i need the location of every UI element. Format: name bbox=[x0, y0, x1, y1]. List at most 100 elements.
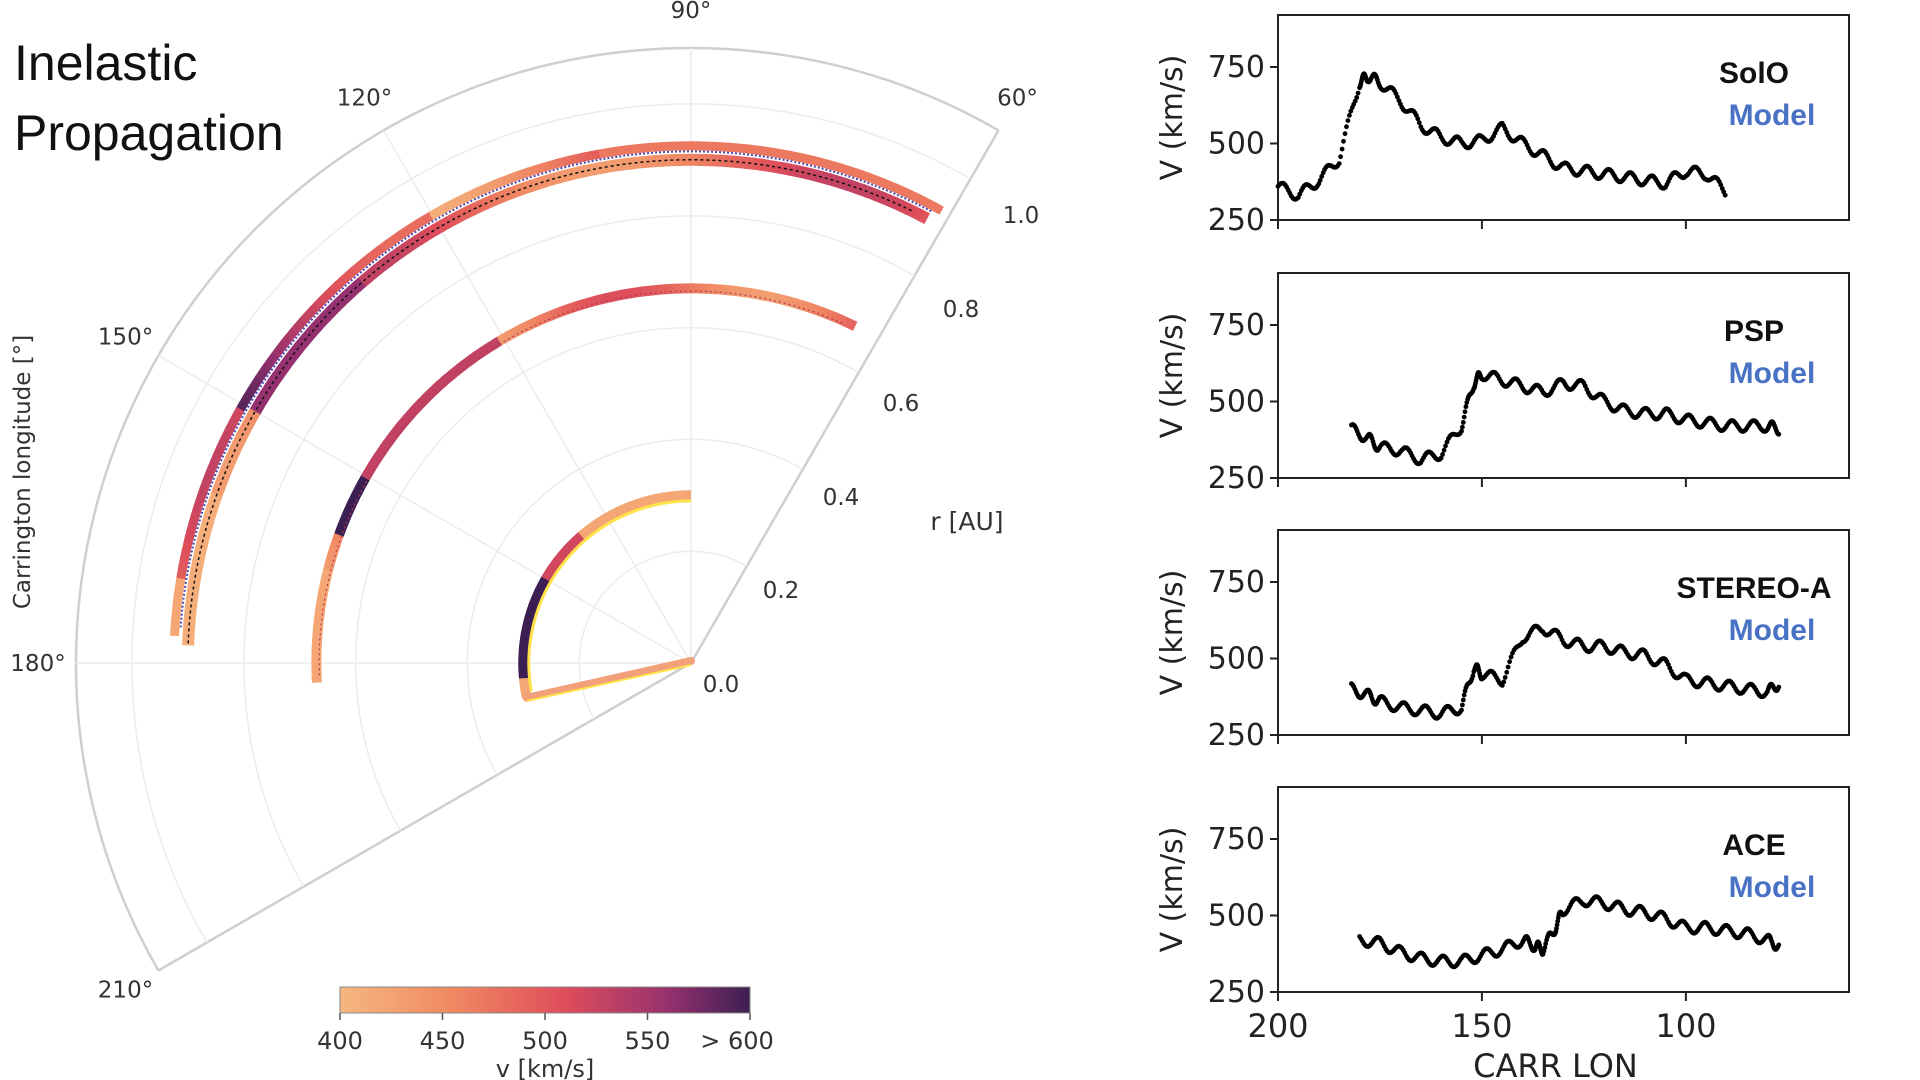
x-axis-label: CARR LON bbox=[1473, 1047, 1638, 1080]
middle-track-segment bbox=[769, 292, 778, 304]
data-point bbox=[1460, 702, 1465, 708]
obs-line-outer bbox=[187, 159, 912, 646]
y-axis-label: V (km/s) bbox=[1155, 313, 1190, 439]
inner-track-segment bbox=[633, 499, 640, 510]
data-point bbox=[1541, 948, 1547, 954]
x-tick-label: 100 bbox=[1655, 1007, 1716, 1045]
data-point bbox=[1461, 692, 1467, 698]
colorbar-tick-600: > 600 bbox=[700, 1027, 774, 1055]
outer-track-b-segment bbox=[533, 163, 545, 175]
inner-track-segment bbox=[520, 630, 532, 636]
theta-axis-label: Carrington longitude [°] bbox=[10, 335, 36, 609]
y-tick-label: 750 bbox=[1208, 308, 1265, 343]
colorbar: 400 450 500 550 > 600 v [km/s] bbox=[317, 986, 774, 1080]
inner-track-segment bbox=[661, 492, 667, 503]
middle-track-segment bbox=[314, 610, 326, 618]
data-point bbox=[1440, 452, 1445, 457]
theta-tick-180: 180° bbox=[10, 651, 65, 677]
y-tick-label: 750 bbox=[1208, 565, 1265, 600]
theta-tick-90: 90° bbox=[671, 0, 712, 24]
data-point bbox=[1459, 428, 1464, 434]
data-point bbox=[1347, 113, 1352, 118]
polar-plot: 90° 60° 120° 150° 180° 210° 0.0 0.2 0.4 … bbox=[10, 0, 1039, 1080]
data-point bbox=[1508, 654, 1514, 660]
model-label: Model bbox=[1729, 871, 1816, 904]
polar-ring bbox=[354, 326, 860, 832]
data-point bbox=[1460, 420, 1466, 425]
polar-ring bbox=[131, 103, 971, 943]
y-tick-label: 250 bbox=[1208, 461, 1265, 496]
outer-track-b-segment bbox=[361, 253, 374, 266]
inner-track-segment bbox=[535, 585, 546, 593]
data-point bbox=[1352, 98, 1358, 104]
colorbar-tick-450: 450 bbox=[420, 1027, 466, 1055]
polar-tracks bbox=[170, 141, 944, 702]
data-point bbox=[1776, 684, 1782, 690]
y-tick-label: 250 bbox=[1208, 718, 1265, 753]
colorbar-tick-550: 550 bbox=[625, 1027, 671, 1055]
middle-track-segment bbox=[317, 589, 329, 598]
data-point bbox=[1542, 945, 1548, 950]
inner-track-segment bbox=[522, 621, 534, 627]
data-point bbox=[1354, 95, 1360, 100]
inner-track-segment bbox=[631, 499, 638, 511]
middle-track-segment bbox=[738, 286, 747, 298]
series-label: SolO bbox=[1719, 57, 1789, 90]
inner-track-segment bbox=[522, 623, 533, 629]
inner-track-segment bbox=[652, 494, 658, 505]
middle-track-segment bbox=[417, 395, 429, 407]
y-tick-label: 500 bbox=[1208, 127, 1265, 162]
inbound-model-line bbox=[526, 664, 692, 702]
panel-psp: 750 500 250 V (km/s) PSP Model bbox=[1155, 272, 1850, 496]
y-tick-label: 250 bbox=[1208, 975, 1265, 1010]
x-tick-label: 200 bbox=[1247, 1007, 1308, 1045]
middle-track-segment bbox=[645, 285, 653, 297]
series-label: ACE bbox=[1722, 829, 1785, 862]
data-point bbox=[1443, 443, 1448, 449]
data-point bbox=[1461, 414, 1467, 420]
data-point bbox=[1348, 108, 1354, 114]
polar-labels: 90° 60° 120° 150° 180° 210° 0.0 0.2 0.4 … bbox=[10, 0, 1039, 1004]
r-tick-1.0: 1.0 bbox=[1003, 203, 1040, 229]
theta-tick-150: 150° bbox=[98, 325, 153, 351]
theta-tick-210: 210° bbox=[98, 978, 153, 1004]
data-point bbox=[1338, 154, 1343, 160]
inner-track-segment bbox=[521, 628, 532, 633]
data-point bbox=[1415, 116, 1421, 122]
data-point bbox=[1463, 404, 1469, 410]
data-point bbox=[1317, 177, 1323, 183]
y-axis-label: V (km/s) bbox=[1155, 827, 1190, 953]
y-tick-label: 500 bbox=[1208, 642, 1265, 677]
middle-track-segment bbox=[324, 558, 336, 567]
series-label: STEREO-A bbox=[1676, 572, 1831, 605]
panel-ace: 750 500 250 V (km/s) ACE Model 200 150 100 CARR L… bbox=[1155, 786, 1850, 1080]
colorbar-gradient bbox=[339, 986, 751, 1014]
middle-track-segment bbox=[779, 294, 788, 306]
x-tick-label: 150 bbox=[1451, 1007, 1512, 1045]
inbound-track bbox=[522, 657, 695, 702]
figure-title: Inelastic Propagation bbox=[14, 28, 284, 168]
middle-track-segment bbox=[842, 316, 853, 329]
data-point bbox=[1722, 192, 1728, 198]
y-axis-label: V (km/s) bbox=[1155, 570, 1190, 696]
middle-track-segment bbox=[413, 399, 426, 411]
y-tick-label: 750 bbox=[1208, 822, 1265, 857]
polar-grid bbox=[74, 46, 1000, 972]
y-tick-label: 750 bbox=[1208, 50, 1265, 85]
model-label: Model bbox=[1729, 357, 1816, 390]
polar-edge-210 bbox=[157, 661, 692, 972]
data-point bbox=[1505, 664, 1511, 670]
middle-track-segment bbox=[774, 293, 783, 305]
outer-track-b-segment bbox=[280, 334, 293, 347]
middle-track-segment bbox=[314, 604, 326, 613]
theta-tick-120: 120° bbox=[337, 86, 392, 112]
data-point bbox=[1718, 182, 1724, 188]
polar-ring bbox=[243, 215, 915, 887]
series-label: PSP bbox=[1724, 315, 1784, 348]
data-point bbox=[1504, 669, 1510, 675]
polar-ring bbox=[578, 550, 748, 720]
data-point bbox=[1776, 942, 1782, 948]
y-axis-label: V (km/s) bbox=[1155, 55, 1190, 181]
r-axis-label: r [AU] bbox=[930, 507, 1003, 536]
